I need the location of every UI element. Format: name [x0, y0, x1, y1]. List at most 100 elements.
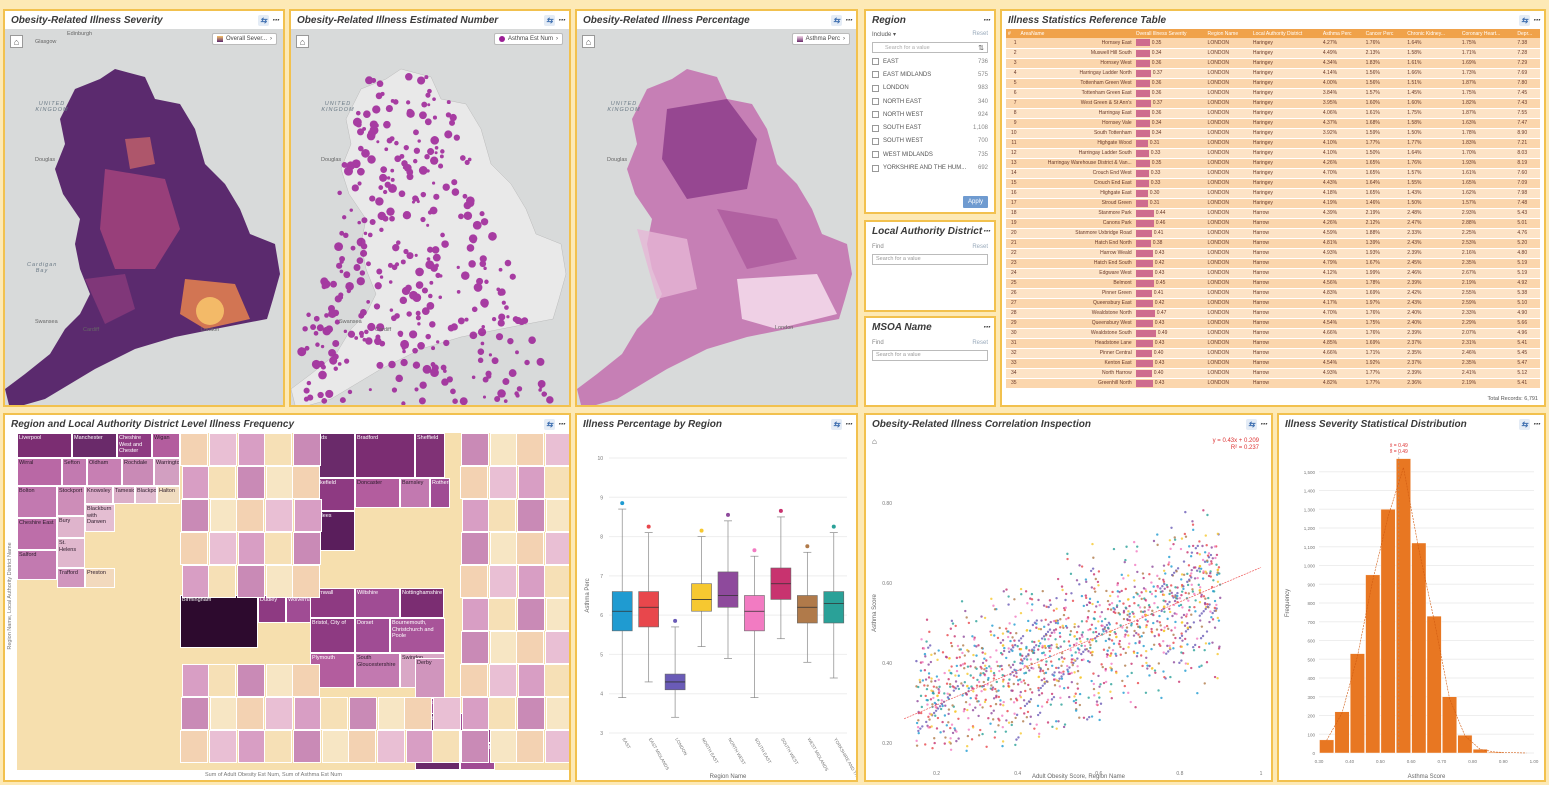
table-row[interactable]: 11 Highgate Wood 0.31 LONDON Haringey 4.10% 1.… — [1006, 138, 1540, 149]
home-icon[interactable]: ⌂ — [872, 437, 877, 446]
pin-icon[interactable]: ⇆ — [544, 418, 555, 430]
treemap-cell[interactable] — [208, 466, 236, 499]
treemap-cell[interactable] — [292, 565, 320, 598]
treemap-cell[interactable]: Bradford — [355, 433, 415, 478]
treemap-cell[interactable] — [322, 730, 350, 763]
table-row[interactable]: 17 Stroud Green 0.31 LONDON Haringey 4.19% 1.4… — [1006, 198, 1540, 209]
treemap-cell[interactable]: Barnsley — [400, 478, 430, 508]
treemap-cell[interactable] — [546, 598, 569, 631]
treemap-cell[interactable] — [182, 565, 210, 598]
treemap-cell[interactable]: St. Helens — [57, 538, 85, 568]
column-header[interactable]: Overall Illness Severity — [1133, 29, 1206, 38]
region-option[interactable]: SOUTH WEST 700 — [866, 135, 994, 148]
treemap-cell[interactable]: Trafford — [57, 568, 85, 588]
treemap-cell[interactable] — [264, 532, 292, 565]
treemap-cell[interactable] — [209, 433, 237, 466]
treemap-cell[interactable] — [265, 499, 293, 532]
treemap-cell[interactable] — [378, 697, 406, 730]
treemap-cell[interactable] — [237, 466, 265, 499]
table-row[interactable]: 34 North Harrow 0.40 LONDON Harrow 4.93% 1.77%… — [1006, 368, 1540, 379]
region-option[interactable]: WEST MIDLANDS 735 — [866, 148, 994, 161]
table-row[interactable]: 14 Crouch End West 0.33 LONDON Haringey 4.70%… — [1006, 168, 1540, 179]
checkbox[interactable] — [872, 137, 879, 145]
treemap-cell[interactable] — [545, 730, 569, 763]
histogram-chart[interactable]: 01002003004005006007008009001,0001,1001,… — [1279, 433, 1544, 780]
treemap-cell[interactable]: Bolton — [17, 486, 57, 518]
table-row[interactable]: 22 Harrow Weald 0.43 LONDON Harrow 4.93% 1.93%… — [1006, 248, 1540, 259]
table-row[interactable]: 9 Hornsey Vale 0.34 LONDON Haringey 4.37% 1.68… — [1006, 118, 1540, 129]
table-row[interactable]: 19 Canons Park 0.46 LONDON Harrow 4.26% 2.12% 2… — [1006, 218, 1540, 229]
map-canvas[interactable]: ⌂ Overall Sever... › Glasgow Edinburgh UN… — [5, 29, 283, 405]
treemap-cell[interactable]: Halton — [157, 486, 180, 504]
treemap-cell[interactable] — [490, 532, 518, 565]
pin-icon[interactable]: ⇆ — [1519, 14, 1530, 26]
treemap-cell[interactable] — [545, 631, 569, 664]
treemap-cell[interactable] — [545, 532, 569, 565]
treemap-cell[interactable] — [293, 730, 321, 763]
table-row[interactable]: 27 Queensbury East 0.42 LONDON Harrow 4.17% 1.… — [1006, 298, 1540, 309]
treemap-cell[interactable] — [461, 631, 489, 664]
treemap-cell[interactable]: Rotherham — [430, 478, 450, 508]
column-header[interactable]: Local Authority District — [1250, 29, 1321, 38]
treemap-cell[interactable] — [264, 433, 292, 466]
legend-toggle[interactable]: Asthma Est Num › — [493, 33, 563, 45]
treemap-cell[interactable] — [320, 697, 348, 730]
treemap-cell[interactable] — [462, 499, 490, 532]
column-header[interactable]: Region Name — [1205, 29, 1251, 38]
table-row[interactable]: 25 Belmont 0.45 LONDON Harrow 4.56% 1.78% 2.39%… — [1006, 278, 1540, 289]
treemap-cell[interactable] — [293, 433, 321, 466]
more-options-icon[interactable]: ··· — [1533, 14, 1541, 26]
treemap-cell[interactable] — [490, 433, 518, 466]
sort-icon[interactable]: ⇅ — [978, 44, 984, 52]
treemap-cell[interactable] — [544, 466, 569, 499]
treemap-cell[interactable] — [489, 466, 517, 499]
treemap-cell[interactable] — [489, 664, 517, 697]
treemap-cell[interactable] — [461, 433, 489, 466]
treemap-cell[interactable] — [516, 631, 544, 664]
treemap-cell[interactable] — [404, 697, 432, 730]
treemap-cell[interactable]: Salford — [17, 550, 57, 580]
treemap-cell[interactable] — [238, 730, 266, 763]
region-option[interactable]: NORTH EAST 340 — [866, 95, 994, 108]
treemap-cell[interactable] — [488, 499, 516, 532]
treemap-cell[interactable]: Sheffield — [415, 433, 445, 478]
treemap-cell[interactable]: Tameside — [113, 486, 135, 504]
treemap-cell[interactable] — [237, 565, 265, 598]
treemap-cell[interactable] — [545, 433, 569, 466]
more-options-icon[interactable]: ··· — [845, 14, 853, 26]
treemap-cell[interactable] — [460, 466, 488, 499]
treemap-cell[interactable] — [517, 499, 545, 532]
treemap-cell[interactable] — [209, 730, 237, 763]
treemap-cell[interactable] — [236, 499, 264, 532]
treemap-cell[interactable] — [181, 499, 209, 532]
checkbox[interactable] — [872, 71, 879, 79]
more-options-icon[interactable]: ··· — [558, 418, 566, 430]
treemap-cell[interactable] — [516, 532, 544, 565]
map-canvas[interactable]: ⌂ Asthma Est Num › UNITED KINGDOM Douglas… — [291, 29, 569, 405]
treemap-cell[interactable] — [489, 565, 517, 598]
more-options-icon[interactable]: ··· — [1533, 418, 1541, 430]
treemap-cell[interactable] — [210, 499, 238, 532]
treemap-cell[interactable] — [181, 697, 209, 730]
pin-icon[interactable]: ⇆ — [258, 14, 269, 26]
treemap-cell[interactable] — [518, 664, 546, 697]
region-option[interactable]: NORTH WEST 924 — [866, 108, 994, 121]
treemap-cell[interactable] — [546, 499, 569, 532]
treemap-cell[interactable] — [516, 433, 544, 466]
pin-icon[interactable]: ⇆ — [831, 14, 842, 26]
table-row[interactable]: 32 Pinner Central 0.40 LONDON Harrow 4.66% 1.7… — [1006, 348, 1540, 359]
treemap-cell[interactable] — [182, 466, 210, 499]
treemap-cell[interactable]: Oldham — [87, 458, 122, 486]
treemap-cell[interactable] — [517, 697, 545, 730]
treemap-cell[interactable] — [208, 565, 236, 598]
more-options-icon[interactable]: ··· — [845, 418, 853, 430]
treemap-cell[interactable] — [462, 697, 490, 730]
table-row[interactable]: 4 Harringay Ladder North 0.37 LONDON Haringe… — [1006, 68, 1540, 79]
treemap-cell[interactable]: Knowsley — [85, 486, 113, 504]
treemap-cell[interactable] — [210, 697, 238, 730]
treemap-cell[interactable] — [182, 664, 210, 697]
treemap-cell[interactable]: Blackburn with Darwen — [85, 504, 115, 532]
treemap-cell[interactable]: Nottinghamshire — [400, 588, 444, 618]
table-row[interactable]: 18 Stanmore Park 0.44 LONDON Harrow 4.39% 2.19… — [1006, 208, 1540, 219]
table-row[interactable]: 33 Kenton East 0.43 LONDON Harrow 4.54% 1.92% 2… — [1006, 358, 1540, 369]
